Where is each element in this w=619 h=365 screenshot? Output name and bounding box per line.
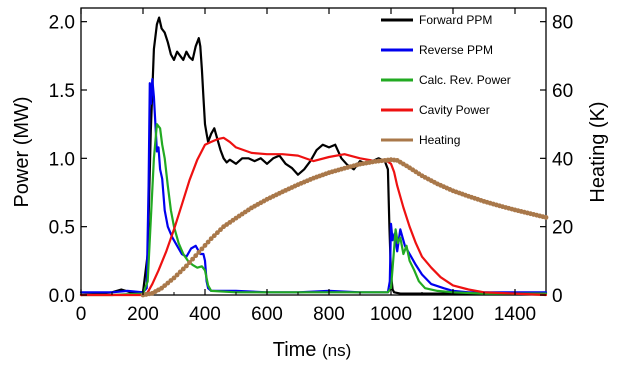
heating-marker — [202, 243, 208, 248]
heating-marker — [184, 263, 189, 269]
heating-marker — [196, 249, 202, 255]
y-right-tick-label: 0 — [552, 286, 563, 307]
y-left-tick-label: 0.0 — [49, 286, 75, 307]
legend: Forward PPM Reverse PPM Calc. Rev. Power Ca… — [381, 13, 511, 147]
legend-label: Calc. Rev. Power — [419, 73, 511, 87]
legend-label: Heating — [419, 133, 460, 147]
plot-frame — [80, 7, 547, 296]
heating-marker — [211, 233, 217, 239]
x-axis-title-unit: (ns) — [322, 341, 351, 360]
legend-label: Cavity Power — [419, 103, 490, 117]
y-left-tick-label: 2.0 — [49, 13, 75, 34]
series-line-calc-rev-power — [79, 123, 548, 297]
y-right-axis-title: Heating (K) — [587, 101, 609, 202]
heating-marker — [543, 215, 549, 220]
x-axis-title-main: Time — [273, 339, 317, 361]
y-right-tick-label: 80 — [552, 13, 573, 34]
axes-layer: 0 200 400 600 800 1000 1200 14000.00.51.01.52.0… — [49, 8, 573, 325]
heating-marker — [190, 256, 196, 262]
y-left-tick-label: 1.0 — [49, 149, 75, 170]
x-tick-label: 200 — [127, 304, 159, 325]
heating-marker — [215, 230, 220, 236]
x-tick-label: 800 — [313, 304, 345, 325]
series-line-cavity-power — [79, 136, 548, 297]
heating-marker — [171, 275, 177, 281]
series-line-heating — [141, 158, 548, 297]
heating-marker — [187, 260, 192, 265]
heating-marker — [218, 227, 223, 233]
y-right-tick-label: 20 — [552, 218, 573, 239]
legend-label: Forward PPM — [419, 13, 492, 27]
heating-marker — [174, 272, 180, 278]
heating-marker — [199, 246, 205, 252]
x-axis-title: Time (ns) — [273, 339, 352, 361]
y-left-axis-title: Power (MW) — [11, 96, 33, 207]
x-tick-label: 600 — [251, 304, 283, 325]
x-tick-label: 0 — [76, 304, 87, 325]
heating-marker — [180, 266, 186, 272]
heating-marker — [177, 269, 183, 275]
heating-marker — [193, 253, 199, 259]
legend-label: Reverse PPM — [419, 43, 493, 57]
x-tick-label: 1200 — [432, 304, 474, 325]
y-right-tick-label: 40 — [552, 149, 573, 170]
x-tick-label: 1400 — [494, 304, 536, 325]
y-left-tick-label: 0.5 — [49, 218, 75, 239]
series-layer — [79, 16, 549, 298]
x-tick-label: 400 — [189, 304, 221, 325]
x-tick-label: 1000 — [370, 304, 412, 325]
heating-marker — [205, 239, 211, 245]
y-left-tick-label: 1.5 — [49, 81, 75, 102]
heating-marker — [208, 236, 214, 242]
y-right-tick-label: 60 — [552, 81, 573, 102]
series-line-forward-ppm — [79, 16, 548, 297]
